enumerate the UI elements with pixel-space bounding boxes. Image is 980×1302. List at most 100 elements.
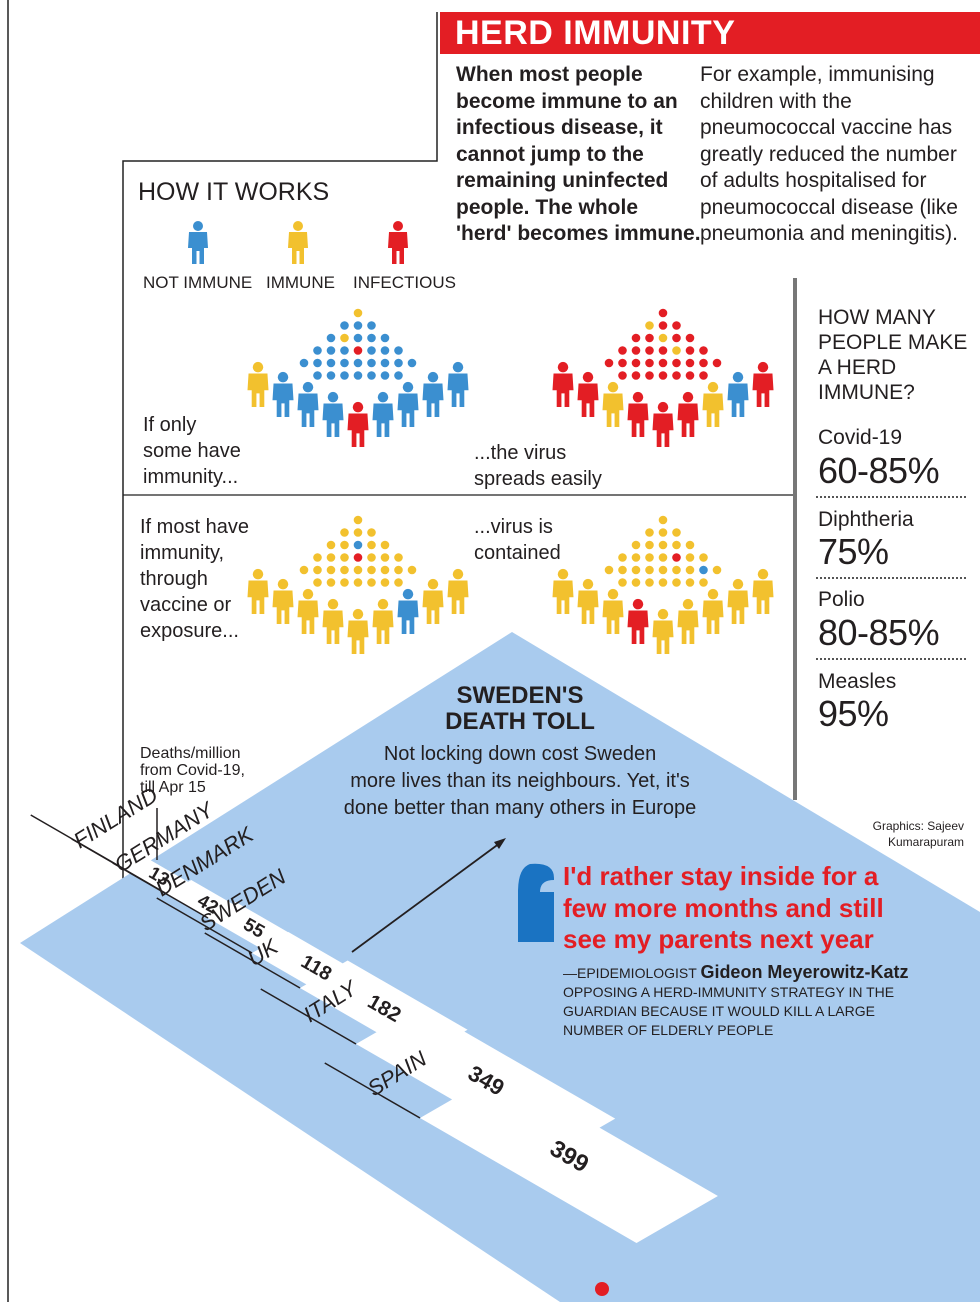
- disease-threshold: 60-85%: [818, 450, 940, 491]
- population-dot: [340, 528, 349, 537]
- population-dot: [353, 540, 363, 550]
- person-icon: [627, 598, 649, 645]
- population-dot: [685, 565, 695, 575]
- quote-attribution: —EPIDEMIOLOGIST Gideon Meyerowitz-Katz O…: [563, 962, 909, 1039]
- population-dot: [326, 346, 336, 355]
- caption-spreads: ...the virus spreads easily: [474, 442, 602, 490]
- person-icon: [677, 598, 699, 645]
- population-dot: [367, 540, 376, 550]
- population-dot: [380, 565, 390, 575]
- population-dot: [394, 371, 403, 380]
- person-icon: [727, 578, 749, 625]
- population-dot: [353, 553, 363, 562]
- population-dot: [380, 540, 390, 550]
- person-icon: [602, 588, 624, 635]
- population-dot: [699, 358, 708, 368]
- population-dot: [685, 553, 695, 562]
- caption-most-immune: If most have immunity, through vaccine or …: [140, 516, 249, 642]
- population-dot: [313, 358, 322, 368]
- population-dot: [313, 553, 322, 562]
- population-dot: [313, 578, 322, 587]
- population-dot: [658, 553, 668, 562]
- person-icon: [272, 578, 294, 625]
- population-dot: [353, 528, 363, 537]
- chart-panel: [20, 632, 980, 1302]
- population-dot: [367, 371, 376, 380]
- population-dot: [326, 333, 336, 343]
- population-dot: [685, 333, 695, 343]
- population-dot: [631, 553, 641, 562]
- population-dot: [340, 565, 349, 575]
- population-dot: [353, 515, 363, 525]
- disease-threshold: 75%: [818, 531, 889, 572]
- legend-immune: IMMUNE: [266, 273, 335, 292]
- deaths-axis-label: Deaths/million from Covid-19, till Apr 15: [140, 745, 245, 796]
- end-dot: [595, 1282, 609, 1296]
- population-dot: [618, 565, 627, 575]
- population-dot: [672, 540, 681, 550]
- person-icon: [702, 588, 724, 635]
- population-dot: [699, 565, 708, 575]
- person-icon: [577, 371, 599, 418]
- population-dot: [326, 371, 336, 380]
- intro-bold-text: When most people become immune to an infec…: [456, 63, 701, 245]
- population-dot: [380, 346, 390, 355]
- population-dot: [604, 565, 614, 575]
- bar: [126, 858, 192, 896]
- population-dot: [645, 578, 654, 587]
- population-dot: [658, 333, 668, 343]
- population-dot: [645, 371, 654, 380]
- population-dot: [658, 540, 668, 550]
- population-dot: [299, 358, 309, 368]
- person-icon: [677, 391, 699, 438]
- crowd-group: [247, 308, 469, 448]
- title-bar: [440, 12, 980, 54]
- person-icon: [552, 361, 574, 408]
- population-dot: [380, 578, 390, 587]
- population-dot: [380, 358, 390, 368]
- crowd-group: [247, 515, 469, 655]
- population-dot: [672, 553, 681, 562]
- person-icon: [727, 371, 749, 418]
- population-dot: [631, 578, 641, 587]
- person-icon: [272, 371, 294, 418]
- population-dot: [353, 371, 363, 380]
- population-dot: [353, 346, 363, 355]
- person-icon: [422, 371, 444, 418]
- pull-quote: I'd rather stay inside for a few more mon…: [563, 861, 884, 954]
- population-dot: [685, 578, 695, 587]
- person-icon: [752, 568, 774, 615]
- bar: [420, 1071, 718, 1243]
- population-dot: [645, 358, 654, 368]
- sweden-subtitle: Not locking down cost Sweden more lives t…: [343, 743, 697, 819]
- population-dot: [618, 358, 627, 368]
- population-dot: [326, 553, 336, 562]
- population-dot: [326, 540, 336, 550]
- population-dot: [353, 308, 363, 318]
- person-icon: [372, 598, 394, 645]
- not-immune-person-icon: [188, 221, 208, 264]
- population-dot: [645, 346, 654, 355]
- population-dot: [367, 528, 376, 537]
- divider: [816, 496, 966, 498]
- row-divider: [112, 862, 209, 919]
- population-dot: [699, 578, 708, 587]
- population-dot: [699, 553, 708, 562]
- population-dot: [685, 540, 695, 550]
- population-dot: [645, 321, 654, 330]
- population-dot: [353, 321, 363, 330]
- population-dot: [380, 333, 390, 343]
- population-dot: [712, 565, 722, 575]
- population-dot: [340, 333, 349, 343]
- row-divider: [260, 988, 357, 1045]
- population-dot: [699, 346, 708, 355]
- disease-name: Polio: [818, 588, 865, 611]
- population-dot: [340, 540, 349, 550]
- population-dot: [672, 565, 681, 575]
- person-icon: [627, 391, 649, 438]
- disease-threshold: 95%: [818, 693, 889, 734]
- population-dot: [604, 358, 614, 368]
- population-dot: [353, 333, 363, 343]
